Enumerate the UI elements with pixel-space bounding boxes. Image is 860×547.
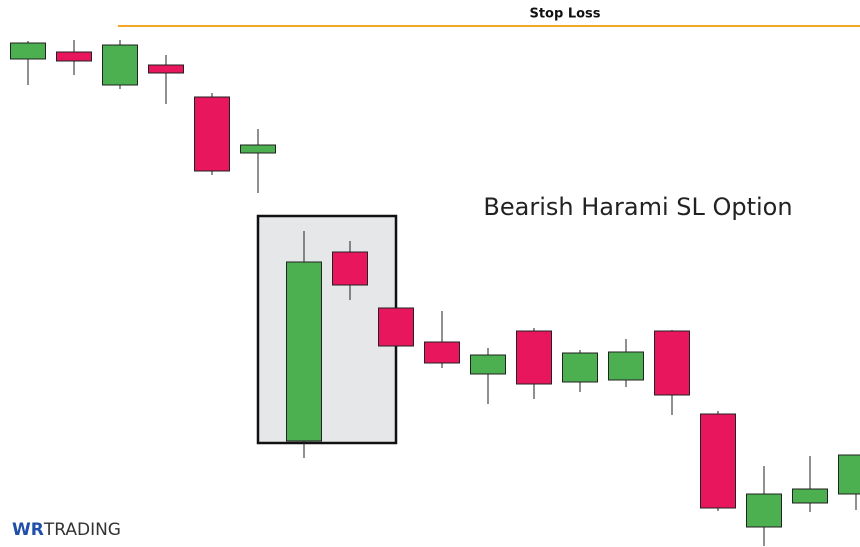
candle-body [746,493,782,528]
candle-body [56,51,92,62]
candle-body [654,330,690,396]
candle-body [470,354,506,375]
highlight-box [256,214,398,445]
candle-body [516,330,552,385]
candle-body [194,96,230,172]
candle-body [424,341,460,364]
candle-body [240,144,276,154]
candle-body [700,413,736,509]
candle-body [286,261,322,442]
annotation: Bearish Harami SL Option [483,193,792,221]
candle-body [838,454,860,495]
candles [10,40,860,546]
candle-body [792,488,828,504]
candle-body [562,352,598,383]
candle-body [102,44,138,86]
brand-logo: WRTRADING [12,520,121,540]
candle-body [608,351,644,381]
candle-body [378,307,414,347]
brand-name: TRADING [43,520,121,540]
brand-mark: WR [12,520,44,540]
candle-body [332,251,368,286]
candle-body [10,42,46,60]
stop-loss-label: Stop Loss [529,7,600,22]
candle-body [148,64,184,74]
